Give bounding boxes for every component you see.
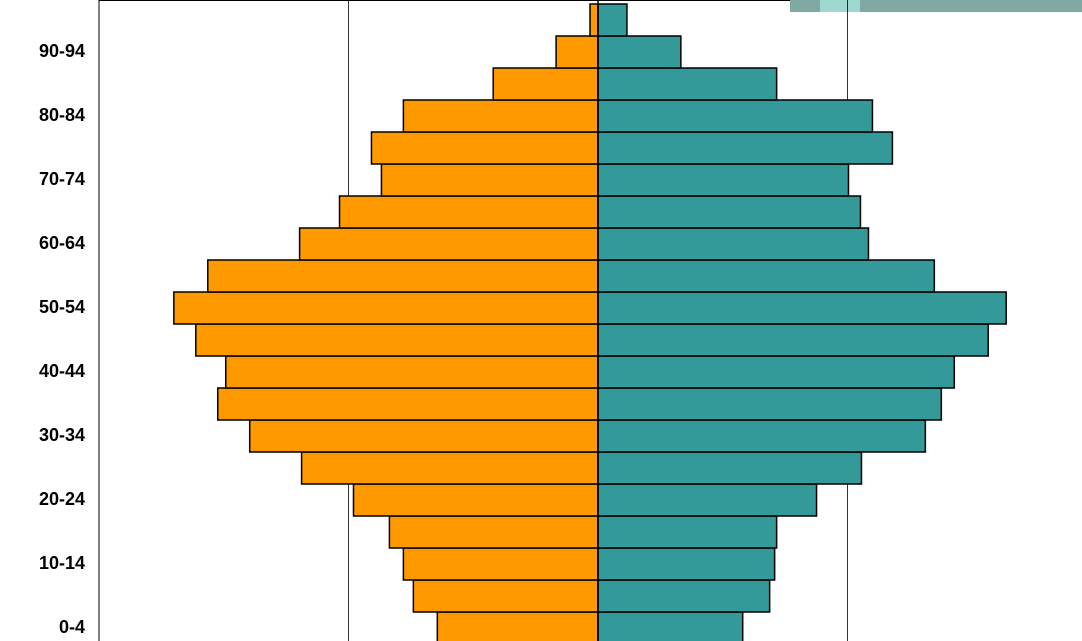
- bar: [597, 163, 850, 197]
- bar: [597, 195, 862, 229]
- bar: [338, 195, 599, 229]
- bar: [380, 163, 599, 197]
- bar: [597, 579, 771, 613]
- image-fragment: [790, 0, 1082, 12]
- bar: [589, 3, 599, 37]
- bar: [597, 611, 744, 641]
- y-tick-label: 60-64: [39, 233, 85, 253]
- bar: [412, 579, 599, 613]
- bar: [207, 259, 599, 293]
- bar: [597, 547, 776, 581]
- bar: [402, 99, 599, 133]
- bar: [597, 227, 870, 261]
- bar: [248, 419, 599, 453]
- bar: [597, 259, 936, 293]
- bar: [555, 35, 599, 69]
- bar: [597, 131, 894, 165]
- y-tick-label: 80-84: [39, 105, 85, 125]
- bar: [224, 355, 599, 389]
- bar: [173, 291, 599, 325]
- y-tick-label: 30-34: [39, 425, 85, 445]
- bar: [217, 387, 599, 421]
- bar: [436, 611, 599, 641]
- bar: [597, 355, 956, 389]
- bar: [370, 131, 599, 165]
- y-tick-label: 50-54: [39, 297, 85, 317]
- bar: [402, 547, 599, 581]
- bar: [352, 483, 599, 517]
- bar: [492, 67, 599, 101]
- y-tick-label: 0-4: [59, 617, 85, 637]
- bar: [597, 291, 1007, 325]
- bar: [298, 227, 599, 261]
- y-tick-label: 10-14: [39, 553, 85, 573]
- bar: [195, 323, 599, 357]
- bar: [597, 387, 943, 421]
- bar: [300, 451, 599, 485]
- bar: [597, 451, 863, 485]
- y-tick-label: 40-44: [39, 361, 85, 381]
- image-fragment-highlight: [820, 0, 860, 12]
- bar: [597, 419, 927, 453]
- y-tick-label: 90-94: [39, 41, 85, 61]
- y-tick-label: 70-74: [39, 169, 85, 189]
- bar: [388, 515, 599, 549]
- bar: [597, 483, 818, 517]
- bar: [597, 35, 682, 69]
- bar: [597, 67, 778, 101]
- bar: [597, 515, 778, 549]
- bar: [597, 3, 628, 37]
- bar: [597, 99, 874, 133]
- bar: [597, 323, 989, 357]
- y-tick-label: 20-24: [39, 489, 85, 509]
